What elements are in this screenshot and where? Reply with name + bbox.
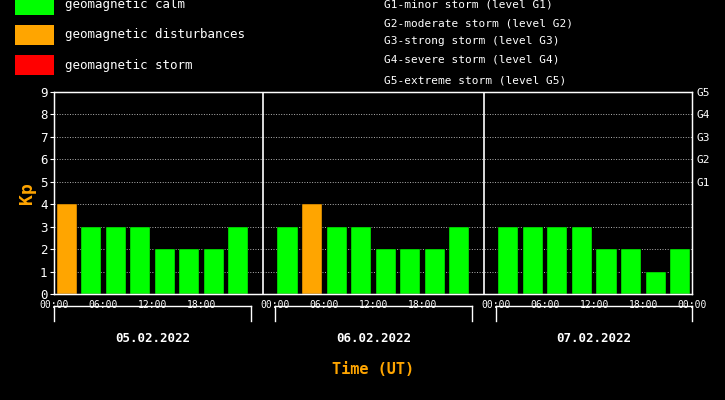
Bar — [425, 249, 444, 294]
Bar — [278, 227, 297, 294]
Bar — [376, 249, 396, 294]
Bar — [81, 227, 102, 294]
Text: 07.02.2022: 07.02.2022 — [557, 332, 631, 344]
Bar — [645, 272, 666, 294]
Bar — [523, 227, 543, 294]
Bar — [400, 249, 420, 294]
Bar — [498, 227, 518, 294]
Bar — [179, 249, 199, 294]
Bar — [351, 227, 371, 294]
Bar — [154, 249, 175, 294]
Text: G4-severe storm (level G4): G4-severe storm (level G4) — [384, 55, 560, 65]
Bar — [106, 227, 125, 294]
Bar — [670, 249, 690, 294]
Bar — [130, 227, 150, 294]
Y-axis label: Kp: Kp — [18, 182, 36, 204]
Bar — [228, 227, 249, 294]
Text: G3-strong storm (level G3): G3-strong storm (level G3) — [384, 36, 560, 46]
Text: G5-extreme storm (level G5): G5-extreme storm (level G5) — [384, 76, 566, 86]
Bar — [14, 0, 54, 15]
Bar — [302, 204, 322, 294]
Bar — [450, 227, 469, 294]
Bar — [14, 25, 54, 45]
Text: geomagnetic disturbances: geomagnetic disturbances — [65, 28, 245, 42]
Bar — [57, 204, 77, 294]
Text: Time (UT): Time (UT) — [332, 362, 415, 378]
Text: geomagnetic storm: geomagnetic storm — [65, 59, 193, 72]
Bar — [597, 249, 616, 294]
Bar — [547, 227, 568, 294]
Bar — [204, 249, 224, 294]
Text: 05.02.2022: 05.02.2022 — [115, 332, 190, 344]
Bar — [572, 227, 592, 294]
Bar — [326, 227, 347, 294]
Text: 06.02.2022: 06.02.2022 — [336, 332, 411, 344]
Bar — [621, 249, 641, 294]
Bar — [14, 55, 54, 76]
Text: G1-minor storm (level G1): G1-minor storm (level G1) — [384, 0, 553, 10]
Text: G2-moderate storm (level G2): G2-moderate storm (level G2) — [384, 18, 573, 28]
Text: geomagnetic calm: geomagnetic calm — [65, 0, 186, 11]
